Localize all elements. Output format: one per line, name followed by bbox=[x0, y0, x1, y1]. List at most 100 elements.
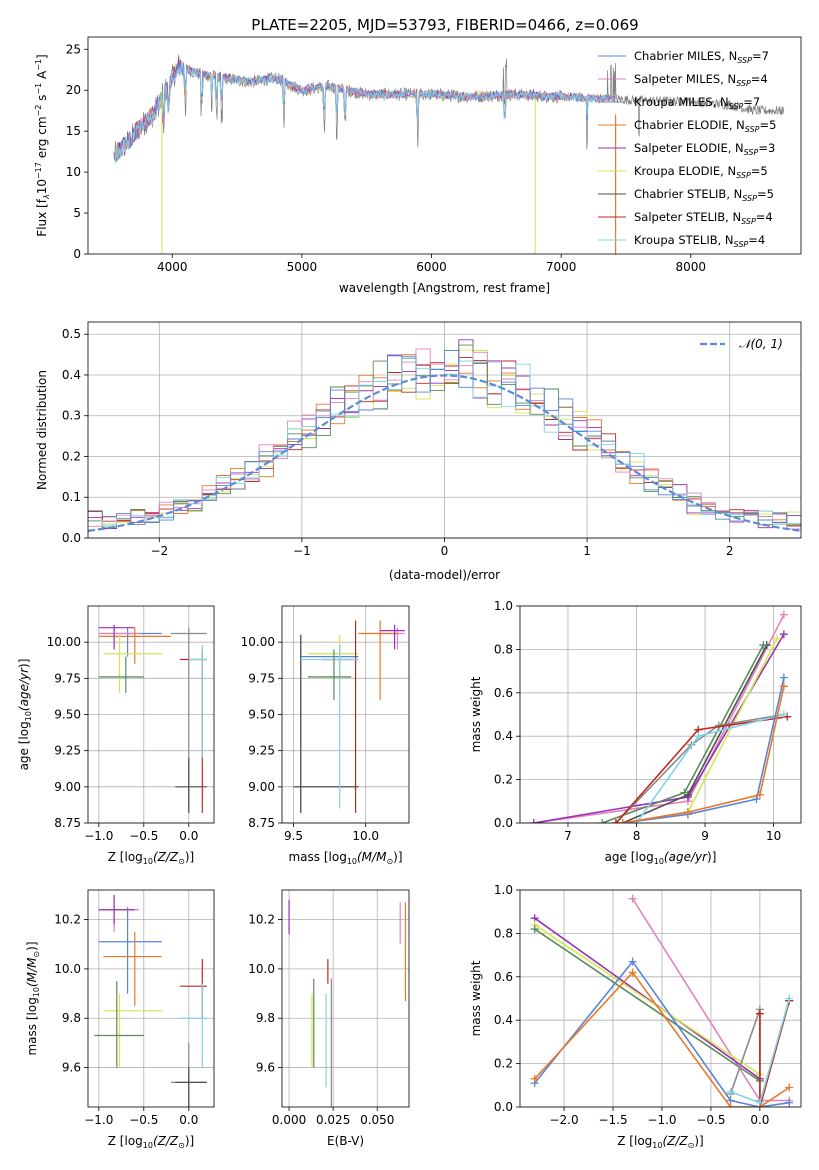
weight_vs_age-frame bbox=[519, 605, 802, 824]
y-tick-label: 1.0 bbox=[494, 599, 513, 613]
y-tick-label: 9.75 bbox=[54, 671, 81, 685]
y-tick-label: 9.25 bbox=[54, 744, 81, 758]
weight-marker-kroupa_stelib bbox=[694, 732, 703, 741]
weight-marker-chabrier_miles bbox=[752, 795, 761, 804]
weight-marker-chabrier_miles bbox=[628, 957, 637, 966]
spectrum-ylabel: Flux [fλ10−17 erg cm−2 s−1 A−1] bbox=[34, 54, 51, 236]
y-tick-label: 0.5 bbox=[62, 327, 81, 341]
weight-marker-kroupa_stelib bbox=[755, 1098, 764, 1107]
x-tick-label: 2 bbox=[726, 544, 734, 558]
weight_vs_age-ylabel: mass weight bbox=[469, 676, 483, 752]
mass_vs_z-xlabel: Z [log10(Z/Z⊙)] bbox=[108, 1134, 194, 1150]
y-tick-label: 0.0 bbox=[62, 531, 81, 545]
y-tick-label: 9.50 bbox=[54, 708, 81, 722]
residuals-plot-area bbox=[88, 339, 801, 532]
weight-marker-kroupa_miles bbox=[714, 721, 723, 730]
x-tick-label: 0.0 bbox=[750, 1113, 769, 1127]
legend-entry: Salpeter STELIB, NSSP=4 bbox=[634, 210, 773, 226]
legend-entry: Kroupa ELODIE, NSSP=5 bbox=[634, 164, 768, 180]
spectrum-frame bbox=[87, 36, 802, 255]
y-tick-label: 10.2 bbox=[248, 913, 275, 927]
weight-line-kroupa_miles bbox=[615, 713, 785, 823]
y-tick-label: 0.4 bbox=[494, 1013, 513, 1027]
x-tick-label: 0 bbox=[441, 544, 449, 558]
weight-line-chabrier_elodie bbox=[622, 686, 785, 823]
residuals-axes: −2 −1 0 1 2 0.0 0.1 0.2 0.3 0.4 0.5 (data-model)/er… bbox=[35, 321, 802, 582]
spectrum-legend: Chabrier MILES, NSSP=7 Salpeter MILES, NS… bbox=[598, 49, 776, 249]
weight-marker-green bbox=[759, 641, 768, 650]
y-tick-label: 0.3 bbox=[62, 409, 81, 423]
spectrum-model-kroupa_stelib bbox=[114, 61, 616, 164]
x-tick-label: 9 bbox=[701, 829, 709, 843]
weight-marker-green bbox=[530, 925, 539, 934]
x-tick-label: −1.5 bbox=[598, 1113, 627, 1127]
mass_vs_z-plot-area bbox=[94, 894, 207, 1107]
y-tick-label: 9.8 bbox=[62, 1011, 81, 1025]
mass_vs_z-ylabel: mass [log10(M/M⊙)] bbox=[25, 941, 41, 1055]
legend-entry: Chabrier STELIB, NSSP=5 bbox=[634, 187, 774, 203]
x-tick-label: 0.050 bbox=[360, 1113, 394, 1127]
weight-marker-salpeter_miles bbox=[779, 610, 788, 619]
spectrum-model-salpeter_miles bbox=[114, 61, 616, 157]
y-tick-label: 0.2 bbox=[62, 449, 81, 463]
age_vs_z-xlabel: Z [log10(Z/Z⊙)] bbox=[108, 850, 194, 866]
y-tick-label: 9.50 bbox=[248, 708, 275, 722]
weight-marker-salpeter_elodie bbox=[529, 819, 538, 823]
y-tick-label: 0.4 bbox=[494, 729, 513, 743]
x-tick-label: 1 bbox=[583, 544, 591, 558]
y-tick-label: 0.0 bbox=[494, 816, 513, 830]
y-tick-label: 10.2 bbox=[54, 913, 81, 927]
weight-marker-chabrier_elodie bbox=[755, 790, 764, 799]
x-tick-label: 8000 bbox=[676, 260, 707, 274]
weight-marker-green bbox=[598, 819, 607, 823]
residuals-frame bbox=[87, 321, 802, 539]
y-tick-label: 15 bbox=[66, 124, 81, 138]
spectrum-model-kroupa_elodie bbox=[114, 58, 616, 162]
weight_vs_z-axes: −2.0 −1.5 −1.0 −0.5 0.0 0.0 0.2 0.4 0.6 0.8 1.0 Z [… bbox=[469, 883, 802, 1150]
weight-marker-kroupa_stelib bbox=[779, 710, 788, 719]
spectrum-xlabel: wavelength [Angstrom, rest frame] bbox=[339, 281, 550, 295]
x-tick-label: 10.0 bbox=[352, 829, 379, 843]
y-tick-label: 9.25 bbox=[248, 744, 275, 758]
x-tick-label: −0.5 bbox=[129, 829, 158, 843]
legend-entry: Chabrier MILES, NSSP=7 bbox=[634, 49, 769, 65]
x-tick-label: 9.5 bbox=[284, 829, 303, 843]
x-tick-label: 5000 bbox=[287, 260, 318, 274]
x-tick-label: 10 bbox=[766, 829, 781, 843]
histogram-ylabel: Normed distribution bbox=[35, 370, 49, 490]
x-tick-label: 0.0 bbox=[179, 1113, 198, 1127]
spectrum-axes: 4000 5000 6000 7000 8000 0 5 10 15 20 25 wavelength… bbox=[34, 36, 802, 295]
mass_vs_z-axes: −1.0 −0.5 0.0 9.6 9.8 10.0 10.2 Z [log10(Z/Z⊙)]… bbox=[25, 889, 215, 1150]
x-tick-label: −1.0 bbox=[647, 1113, 676, 1127]
age_vs_z-plot-area bbox=[98, 624, 207, 813]
weight-line-kroupa_elodie bbox=[534, 924, 761, 1076]
weight-marker-chabrier_elodie bbox=[683, 808, 692, 817]
mass-vs-ebv-xlabel: E(B-V) bbox=[327, 1134, 364, 1148]
y-tick-label: 9.00 bbox=[248, 780, 275, 794]
y-tick-label: 0 bbox=[73, 247, 81, 261]
y-tick-label: 10.0 bbox=[54, 962, 81, 976]
weight-line-green bbox=[534, 928, 761, 1082]
age_vs_z-axes: −1.0 −0.5 0.0 8.75 9.00 9.25 9.50 9.75 10.00 Z [l… bbox=[17, 605, 215, 866]
weight-marker-kroupa_elodie bbox=[773, 634, 782, 643]
mass_vs_z-frame bbox=[87, 889, 215, 1108]
y-tick-label: 9.6 bbox=[256, 1061, 275, 1075]
legend-entry: Salpeter MILES, NSSP=4 bbox=[634, 72, 768, 88]
y-tick-label: 9.00 bbox=[54, 780, 81, 794]
weight-marker-kroupa_stelib bbox=[785, 994, 794, 1003]
weight_vs_z-frame bbox=[519, 889, 802, 1108]
weight-marker-chabrier_miles bbox=[779, 673, 788, 682]
y-tick-label: 10.00 bbox=[47, 635, 81, 649]
weight-line-salpeter_elodie bbox=[534, 917, 761, 1080]
weight-marker-chabrier_elodie bbox=[726, 1103, 735, 1107]
spectrum-plot-area bbox=[113, 54, 785, 254]
weight-line-kroupa_elodie bbox=[622, 638, 778, 823]
x-tick-label: 0.025 bbox=[316, 1113, 350, 1127]
x-tick-label: 4000 bbox=[157, 260, 188, 274]
legend-entry: Chabrier ELODIE, NSSP=5 bbox=[634, 118, 776, 134]
age_vs_mass-xlabel: mass [log10(M/M⊙)] bbox=[288, 850, 402, 866]
weight-marker-chabrier_elodie bbox=[785, 1083, 794, 1092]
x-tick-label: 7 bbox=[564, 829, 572, 843]
y-tick-label: 0.4 bbox=[62, 368, 81, 382]
